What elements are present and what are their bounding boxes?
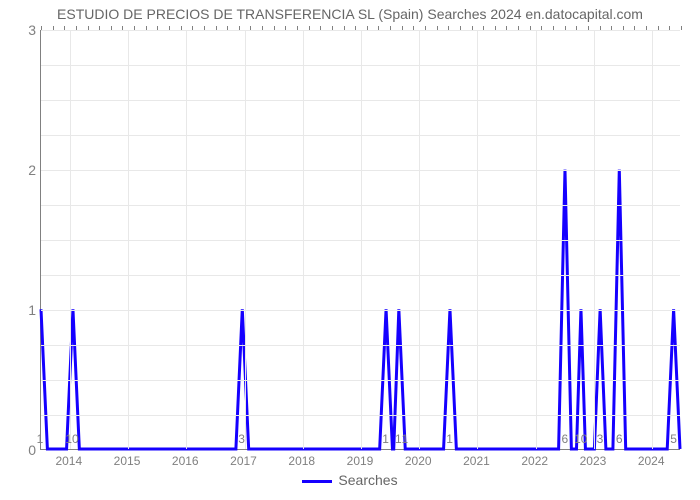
minor-tick-top: [122, 26, 123, 30]
point-label: 5: [670, 432, 677, 446]
minor-tick-top: [402, 26, 403, 30]
minor-tick-top: [611, 26, 612, 30]
minor-tick-top: [460, 26, 461, 30]
minor-tick-top: [623, 26, 624, 30]
minor-tick-top: [658, 26, 659, 30]
gridline-v: [652, 30, 653, 449]
point-label: 1: [37, 432, 44, 446]
point-label: 3: [597, 432, 604, 446]
point-label: 1: [382, 432, 389, 446]
minor-tick-top: [472, 26, 473, 30]
minor-tick-top: [181, 26, 182, 30]
minor-tick-top: [134, 26, 135, 30]
minor-tick-top: [576, 26, 577, 30]
y-tick-label: 1: [16, 302, 36, 318]
minor-tick-top: [413, 26, 414, 30]
gridline-v: [245, 30, 246, 449]
chart-container: ESTUDIO DE PRECIOS DE TRANSFERENCIA SL (…: [0, 0, 700, 500]
x-tick-label: 2014: [55, 454, 82, 468]
minor-tick-top: [99, 26, 100, 30]
minor-tick-top: [239, 26, 240, 30]
point-label: 3: [238, 432, 245, 446]
minor-tick-top: [448, 26, 449, 30]
minor-tick-top: [541, 26, 542, 30]
minor-tick-top: [64, 26, 65, 30]
minor-tick-top: [646, 26, 647, 30]
minor-tick-top: [634, 26, 635, 30]
y-tick-label: 3: [16, 22, 36, 38]
minor-tick-top: [344, 26, 345, 30]
point-label: 10: [574, 432, 587, 446]
gridline-v: [128, 30, 129, 449]
minor-tick-top: [146, 26, 147, 30]
legend-swatch: [302, 480, 332, 483]
minor-tick-top: [157, 26, 158, 30]
minor-tick-top: [425, 26, 426, 30]
y-tick-label: 2: [16, 162, 36, 178]
minor-tick-top: [41, 26, 42, 30]
minor-tick-top: [76, 26, 77, 30]
x-tick-label: 2015: [114, 454, 141, 468]
minor-tick-top: [355, 26, 356, 30]
minor-tick-top: [518, 26, 519, 30]
minor-tick-top: [390, 26, 391, 30]
minor-tick-top: [669, 26, 670, 30]
minor-tick-top: [250, 26, 251, 30]
minor-tick-top: [169, 26, 170, 30]
gridline-v: [419, 30, 420, 449]
minor-tick-top: [367, 26, 368, 30]
x-tick-label: 2021: [463, 454, 490, 468]
point-label: 10: [65, 432, 78, 446]
gridline-v: [186, 30, 187, 449]
minor-tick-top: [495, 26, 496, 30]
x-tick-label: 2023: [580, 454, 607, 468]
minor-tick-top: [285, 26, 286, 30]
y-tick-label: 0: [16, 442, 36, 458]
minor-tick-top: [565, 26, 566, 30]
minor-tick-top: [332, 26, 333, 30]
minor-tick-top: [192, 26, 193, 30]
minor-tick-top: [297, 26, 298, 30]
plot-area: [40, 30, 680, 450]
minor-tick-top: [309, 26, 310, 30]
gridline-v: [594, 30, 595, 449]
x-tick-label: 2024: [638, 454, 665, 468]
minor-tick-top: [274, 26, 275, 30]
minor-tick-top: [320, 26, 321, 30]
x-tick-label: 2019: [347, 454, 374, 468]
minor-tick-top: [681, 26, 682, 30]
x-tick-label: 2018: [288, 454, 315, 468]
gridline-v: [477, 30, 478, 449]
x-tick-label: 2022: [521, 454, 548, 468]
x-tick-label: 2017: [230, 454, 257, 468]
point-label: 1: [446, 432, 453, 446]
gridline-v: [70, 30, 71, 449]
minor-tick-top: [530, 26, 531, 30]
point-label: 6: [616, 432, 623, 446]
minor-tick-top: [437, 26, 438, 30]
minor-tick-top: [53, 26, 54, 30]
gridline-v: [303, 30, 304, 449]
x-tick-label: 2020: [405, 454, 432, 468]
minor-tick-top: [111, 26, 112, 30]
minor-tick-top: [506, 26, 507, 30]
point-label: 1: [401, 432, 408, 446]
chart-title: ESTUDIO DE PRECIOS DE TRANSFERENCIA SL (…: [0, 6, 700, 22]
minor-tick-top: [204, 26, 205, 30]
gridline-v: [361, 30, 362, 449]
minor-tick-top: [483, 26, 484, 30]
x-tick-label: 2016: [172, 454, 199, 468]
minor-tick-top: [600, 26, 601, 30]
point-label: 6: [561, 432, 568, 446]
minor-tick-top: [216, 26, 217, 30]
minor-tick-top: [227, 26, 228, 30]
minor-tick-top: [262, 26, 263, 30]
legend-label: Searches: [338, 472, 397, 488]
minor-tick-top: [588, 26, 589, 30]
gridline-v: [536, 30, 537, 449]
legend: Searches: [0, 472, 700, 488]
minor-tick-top: [88, 26, 89, 30]
minor-tick-top: [553, 26, 554, 30]
minor-tick-top: [378, 26, 379, 30]
